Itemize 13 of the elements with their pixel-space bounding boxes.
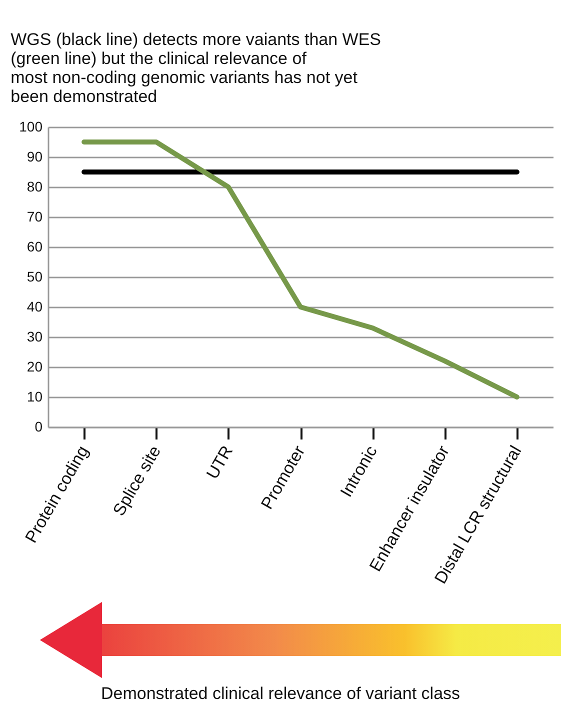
y-tick-label: 90 (26, 148, 43, 164)
chart-title: WGS (black line) detects more vaiants than WES (green line) but the clinical relevance of most non-coding genomic variants has not yet been demonstrated (10, 30, 381, 106)
y-tick-label: 0 (34, 418, 43, 434)
y-tick-label: 60 (26, 238, 43, 254)
y-tick-label: 30 (26, 328, 43, 344)
text: Demonstrated clinical relevance of variant class (100, 684, 462, 704)
y-tick-label: 20 (26, 358, 43, 374)
y-tick-label: 10 (26, 388, 43, 404)
y-tick-label: 80 (26, 178, 43, 194)
y-tick-label: 70 (26, 208, 43, 224)
y-tick-label: 100 (19, 118, 43, 134)
y-tick-label: 50 (26, 268, 43, 284)
y-tick-label: 40 (26, 298, 43, 314)
